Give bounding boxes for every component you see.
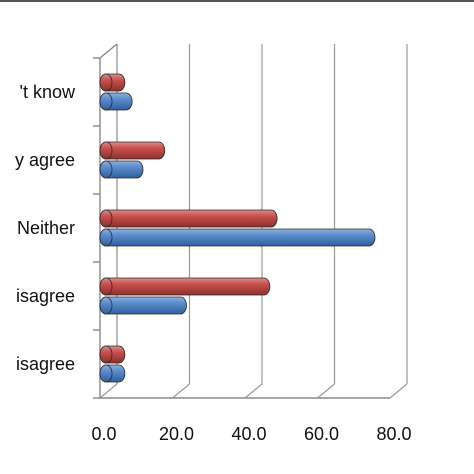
bar-end-cap (99, 92, 113, 111)
x-tick-label: 80.0 (376, 424, 411, 444)
floor-gridline (244, 383, 263, 399)
bar-end-cap (99, 228, 113, 247)
x-tick-label: 0.0 (91, 424, 116, 444)
floor-gridline (99, 383, 118, 399)
bar-end-cap (99, 209, 113, 228)
category-label: isagree (16, 286, 75, 306)
floor-gridline (317, 383, 335, 399)
bars (99, 73, 376, 383)
bar-end-cap (99, 160, 113, 179)
x-tick-label: 20.0 (159, 424, 194, 444)
category-label: y agree (15, 150, 75, 170)
bar-end-cap (99, 364, 113, 383)
x-tick-label: 60.0 (304, 424, 339, 444)
bar-end-cap (99, 73, 113, 92)
side-wall-top (99, 43, 118, 59)
bar (99, 296, 187, 315)
bar-end-cap (99, 277, 113, 296)
category-label: Neither (17, 218, 75, 238)
bar (99, 277, 271, 296)
category-labels: isagree isagree Neither y agree 't know (15, 82, 76, 374)
bar-end-cap (99, 141, 113, 160)
x-tick-label: 40.0 (231, 424, 266, 444)
category-label: isagree (16, 354, 75, 374)
tick-labels: 0.0 20.0 40.0 60.0 80.0 (91, 424, 411, 444)
bar (99, 228, 376, 247)
category-label: 't know (20, 82, 76, 102)
bar-end-cap (99, 296, 113, 315)
floor-gridline (389, 383, 408, 399)
bar (99, 209, 278, 228)
floor-gridline (172, 383, 190, 399)
bar-end-cap (99, 345, 113, 364)
